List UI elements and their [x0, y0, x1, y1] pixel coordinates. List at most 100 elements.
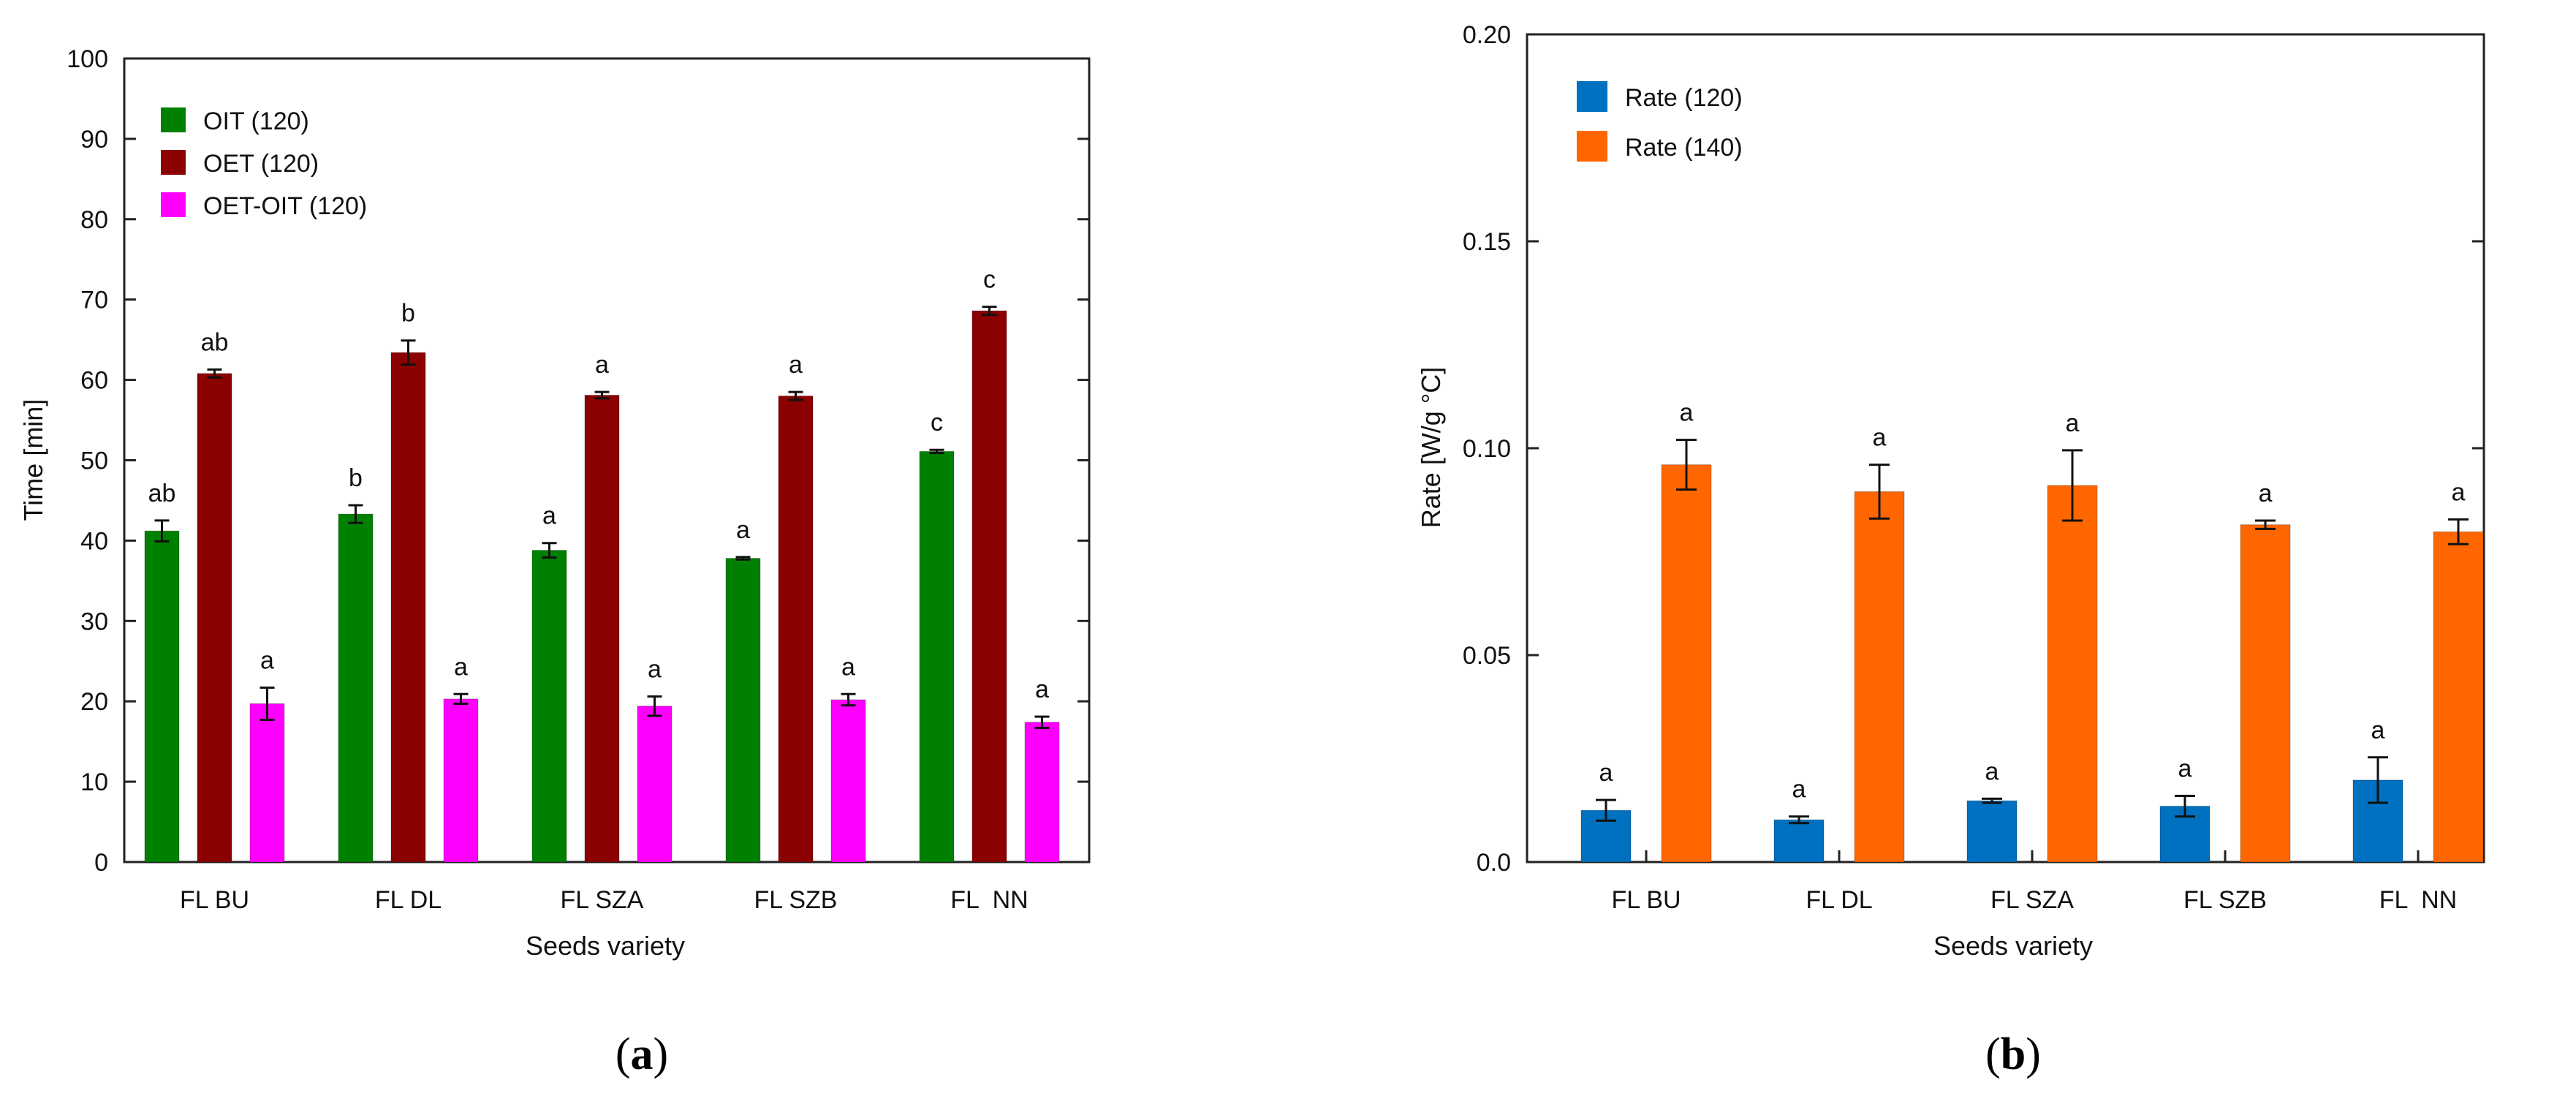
chart-a-x-tick-label: FL DL — [375, 886, 442, 914]
chart-a-significance-letter: a — [260, 647, 274, 675]
chart-b-y-tick-label: 0.10 — [1463, 435, 1511, 463]
chart-a-x-tick-label: FL BU — [180, 886, 249, 914]
chart-a-y-tick-label: 30 — [80, 608, 108, 635]
chart-a-significance-letter: a — [1035, 676, 1049, 703]
chart-a-bar — [443, 698, 479, 863]
chart-a-bar — [778, 396, 814, 863]
chart-b-bar — [1773, 819, 1825, 863]
chart-a-bar — [637, 706, 673, 863]
chart-a-legend-swatch — [161, 107, 186, 132]
chart-a-bar — [531, 550, 567, 863]
chart-b-significance-letter: a — [2066, 409, 2080, 437]
chart-a-y-axis: 0 10 20 30 40 50 60 70 80 90 100 — [67, 45, 1089, 877]
chart-b-significance-letter: a — [2259, 480, 2273, 507]
chart-a-y-tick-label: 50 — [80, 447, 108, 475]
chart-a-legend-label: OET-OIT (120) — [203, 192, 367, 220]
chart-a-y-tick-label: 100 — [67, 45, 108, 73]
chart-b-legend-swatch — [1577, 131, 1607, 162]
chart-a-x-tick-label: FL SZA — [561, 886, 644, 914]
chart-a-significance-letter: a — [542, 502, 556, 530]
chart-b-bars: a a a a a a a a a a — [1580, 399, 2484, 863]
chart-a-legend-swatch — [161, 192, 186, 217]
chart-a-bar — [830, 699, 866, 863]
chart-a-significance-letter: a — [789, 351, 803, 379]
chart-b-significance-letter: a — [1599, 759, 1613, 787]
chart-a-bar — [338, 513, 374, 863]
chart-b-bar — [1661, 464, 1712, 863]
chart-b-bar — [2047, 485, 2098, 863]
chart-b-bar — [1854, 491, 1905, 863]
chart-b-legend-label: Rate (120) — [1625, 84, 1743, 112]
chart-a-y-tick-label: 10 — [80, 768, 108, 796]
chart-b-significance-letter: a — [2178, 755, 2192, 782]
chart-b-x-tick-label: FL DL — [1806, 886, 1872, 914]
chart-a-significance-letter: a — [736, 516, 750, 544]
chart-b-panel-caption: (b) — [1985, 1029, 2041, 1079]
chart-a-bar — [144, 530, 180, 863]
chart-b-significance-letter: a — [1985, 757, 1999, 785]
chart-a-bar — [197, 373, 232, 863]
chart-a-x-axis: FL BU FL DL FL SZA FL SZB FL NN — [180, 850, 1028, 914]
chart-b-y-tick-label: 0.20 — [1463, 21, 1511, 49]
chart-a-significance-letter: c — [983, 266, 996, 294]
chart-b-significance-letter: a — [2452, 478, 2466, 506]
chart-a-significance-letter: c — [931, 409, 943, 436]
chart-b-x-axis-title: Seeds variety — [1933, 931, 2093, 961]
chart-a-bar — [919, 450, 955, 863]
chart-a-significance-letter: ab — [201, 328, 229, 356]
chart-a-bar — [249, 703, 285, 863]
chart-a-y-tick-label: 0 — [94, 849, 108, 877]
chart-a-significance-letter: b — [401, 300, 415, 328]
chart-b-legend: Rate (120) Rate (140) — [1577, 81, 1743, 162]
chart-a-y-tick-label: 80 — [80, 206, 108, 234]
chart-a-significance-letter: a — [648, 656, 662, 684]
chart-a-x-axis-title: Seeds variety — [526, 931, 685, 961]
chart-panel-b: 0.0 0.05 0.10 0.15 0.20 FL BU FL DL FL SZA FL S… — [1416, 21, 2485, 1079]
chart-a-significance-letter: ab — [148, 480, 176, 507]
chart-b-significance-letter: a — [1792, 776, 1806, 804]
chart-a-legend-swatch — [161, 150, 186, 175]
chart-a-panel-caption: (a) — [615, 1029, 668, 1079]
chart-b-bar — [2240, 524, 2291, 863]
chart-b-bar — [1966, 800, 2018, 863]
chart-a-x-tick-label: FL SZB — [754, 886, 838, 914]
chart-b-y-tick-label: 0.0 — [1477, 849, 1511, 877]
chart-b-bar — [2433, 531, 2484, 863]
chart-b-x-tick-label: FL NN — [2379, 886, 2457, 914]
chart-a-bar — [971, 310, 1007, 863]
chart-a-legend: OIT (120) OET (120) OET-OIT (120) — [161, 107, 367, 220]
chart-b-significance-letter: a — [2371, 717, 2385, 744]
chart-b-legend-swatch — [1577, 81, 1607, 112]
chart-b-x-axis: FL BU FL DL FL SZA FL SZB FL NN — [1611, 850, 2457, 914]
chart-a-y-tick-label: 90 — [80, 126, 108, 154]
chart-b-significance-letter: a — [1680, 399, 1694, 427]
chart-a-y-axis-title: Time [min] — [18, 399, 48, 521]
chart-a-panel-letter: a — [631, 1029, 654, 1079]
chart-a-bar — [390, 352, 426, 863]
chart-a-significance-letter: b — [349, 464, 363, 492]
chart-a-significance-letter: a — [841, 653, 855, 681]
chart-b-x-tick-label: FL BU — [1611, 886, 1681, 914]
chart-a-y-tick-label: 70 — [80, 287, 108, 314]
chart-b-x-tick-label: FL SZA — [1990, 886, 2074, 914]
chart-a-legend-label: OIT (120) — [203, 107, 309, 135]
chart-b-y-tick-label: 0.15 — [1463, 228, 1511, 256]
chart-b-y-tick-label: 0.05 — [1463, 642, 1511, 670]
chart-a-bar — [584, 394, 620, 863]
chart-a-bar — [1024, 722, 1060, 863]
chart-b-y-axis: 0.0 0.05 0.10 0.15 0.20 — [1463, 21, 2484, 877]
chart-a-significance-letter: a — [454, 653, 468, 681]
chart-a-legend-label: OET (120) — [203, 150, 319, 178]
chart-b-y-axis-title: Rate [W/g °C] — [1416, 367, 1446, 528]
chart-a-y-tick-label: 40 — [80, 527, 108, 555]
chart-a-y-tick-label: 60 — [80, 367, 108, 395]
chart-b-legend-label: Rate (140) — [1625, 134, 1743, 162]
chart-b-x-tick-label: FL SZB — [2183, 886, 2267, 914]
chart-a-bar — [725, 558, 761, 863]
chart-a-x-tick-label: FL NN — [950, 886, 1028, 914]
chart-b-significance-letter: a — [1873, 424, 1887, 452]
chart-b-panel-letter: b — [2001, 1029, 2026, 1079]
